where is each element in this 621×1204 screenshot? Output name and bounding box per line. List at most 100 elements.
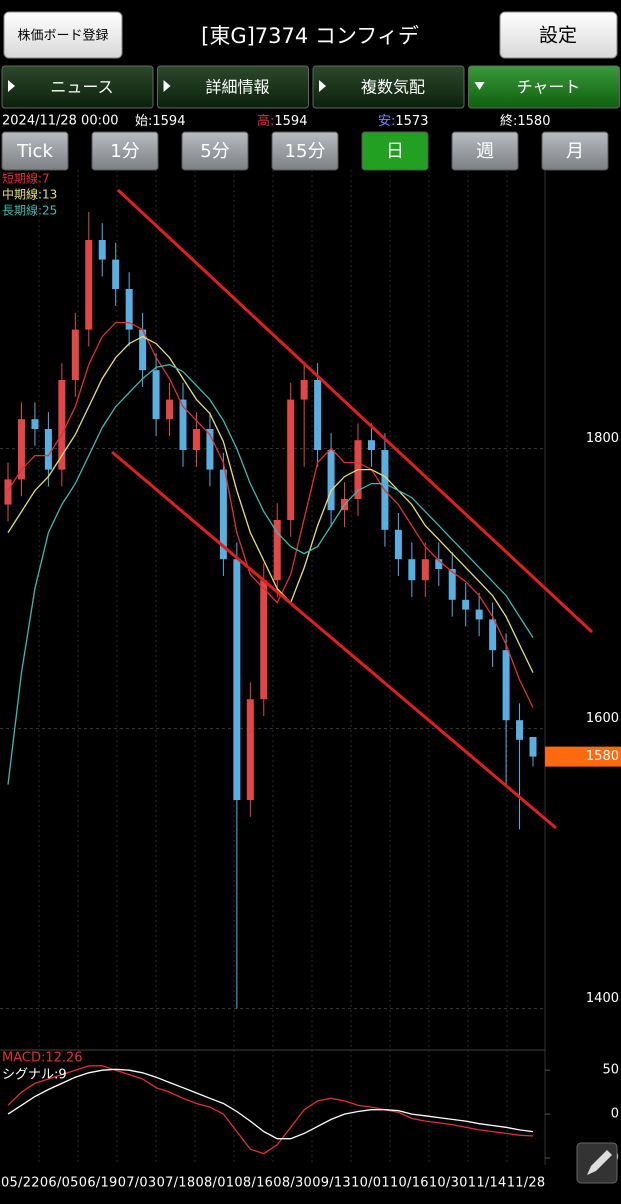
tab-arrow[interactable] xyxy=(163,80,171,92)
quote-open-value: 1594 xyxy=(152,114,185,129)
candle-body xyxy=(394,529,402,560)
period-label[interactable]: 1分 xyxy=(110,141,139,162)
quote-low-label: 安: xyxy=(378,114,395,129)
x-tick-label: 06/19 xyxy=(79,1176,118,1191)
period-label[interactable]: 5分 xyxy=(200,141,229,162)
candle-body xyxy=(206,429,214,470)
line-series xyxy=(7,335,534,673)
candle-body xyxy=(4,479,12,505)
y-tick-label: 0 xyxy=(611,1107,619,1122)
tab-label[interactable]: チャート xyxy=(517,78,581,97)
y-tick-label: 1400 xyxy=(586,991,619,1006)
tab[interactable] xyxy=(468,65,620,109)
candle-body xyxy=(44,429,52,470)
x-tick-label: 06/05 xyxy=(40,1176,79,1191)
y-tick-label: 50 xyxy=(602,1063,619,1078)
period-button[interactable] xyxy=(361,131,429,171)
period-label[interactable]: Tick xyxy=(16,141,53,162)
line-series xyxy=(7,363,534,785)
candle-body xyxy=(58,380,66,470)
x-tick-label: 08/01 xyxy=(196,1176,235,1191)
tab[interactable] xyxy=(312,65,465,109)
quote-close: 終:1580 xyxy=(500,113,550,129)
settings-button-label[interactable]: 設定 xyxy=(539,25,577,47)
tab-arrow[interactable] xyxy=(474,82,485,90)
pencil-icon[interactable] xyxy=(587,1150,612,1175)
board-button[interactable] xyxy=(3,11,123,59)
quote-low: 安:1573 xyxy=(378,114,428,129)
tab-label[interactable]: ニュース xyxy=(50,78,113,97)
candle-body xyxy=(31,419,39,429)
candle-body xyxy=(435,559,443,569)
y-tick-label: 1600 xyxy=(586,711,619,726)
period-label[interactable]: 週 xyxy=(476,141,494,162)
candle-body xyxy=(260,580,268,700)
x-tick-label: 10/30 xyxy=(429,1176,468,1191)
candle-body xyxy=(421,559,429,581)
candle-body xyxy=(462,599,470,610)
quote-high: 高:1594 xyxy=(257,113,307,129)
price-tag xyxy=(545,746,621,767)
x-tick-label: 11/14 xyxy=(468,1176,507,1191)
x-tick-label: 08/30 xyxy=(273,1176,312,1191)
candle-body xyxy=(475,609,483,620)
period-button[interactable] xyxy=(451,131,519,171)
line-series xyxy=(7,1065,534,1155)
tab-label[interactable]: 複数気配 xyxy=(361,78,425,97)
period-button[interactable] xyxy=(181,131,249,171)
line-series xyxy=(7,1068,534,1140)
tab[interactable] xyxy=(1,65,154,109)
quote-datetime: 2024/11/28 00:00 xyxy=(2,114,119,129)
candle-body xyxy=(314,380,322,450)
candle-body xyxy=(125,289,133,330)
x-tick-label: 11/28 xyxy=(507,1176,546,1191)
quote-low-value: 1573 xyxy=(395,114,428,129)
candle-body xyxy=(448,569,456,600)
period-button[interactable] xyxy=(541,131,609,171)
tab-arrow[interactable] xyxy=(8,80,15,92)
quote-open-label: 始: xyxy=(135,114,152,129)
period-button[interactable] xyxy=(271,131,339,171)
candle-body xyxy=(112,259,120,289)
candle-body xyxy=(85,240,93,330)
candle-body xyxy=(489,619,497,651)
candle-body xyxy=(502,650,510,721)
board-button-label[interactable]: 株価ボード登録 xyxy=(17,29,108,44)
candle-body xyxy=(327,450,335,511)
price-tag-label: 1580 xyxy=(586,749,619,764)
candle-body xyxy=(408,559,416,581)
candle-body xyxy=(139,329,147,371)
x-tick-label: 05/22 xyxy=(1,1176,40,1191)
trend-line xyxy=(116,188,594,634)
period-label[interactable]: 15分 xyxy=(285,141,326,162)
legend-entry: 長期線:25 xyxy=(2,203,57,218)
candle-body xyxy=(192,429,200,450)
tab-arrow[interactable] xyxy=(319,80,326,92)
y-tick-label: 1800 xyxy=(586,431,619,446)
tab[interactable] xyxy=(157,65,309,109)
period-label[interactable]: 月 xyxy=(566,141,584,162)
x-tick-label: 09/13 xyxy=(312,1176,351,1191)
candle-body xyxy=(516,720,524,740)
period-button[interactable] xyxy=(1,131,69,171)
settings-button[interactable] xyxy=(499,11,618,59)
tab-label[interactable]: 詳細情報 xyxy=(205,78,269,97)
candle-body xyxy=(166,399,174,420)
legend-entry: MACD:12.26 xyxy=(2,1051,83,1066)
candle-body xyxy=(287,399,295,520)
candle-body xyxy=(246,699,254,800)
period-label[interactable]: 日 xyxy=(386,141,404,162)
quote-close-label: 終: xyxy=(500,113,517,129)
candle-body xyxy=(300,380,308,400)
quote-high-label: 高: xyxy=(257,113,274,129)
quote-high-value: 1594 xyxy=(274,114,307,129)
candle-body xyxy=(233,559,241,800)
candle-body xyxy=(152,370,160,420)
x-tick-label: 08/16 xyxy=(234,1176,273,1191)
candle-body xyxy=(273,520,281,581)
candle-body xyxy=(17,419,25,480)
candle-body xyxy=(71,329,79,380)
period-button[interactable] xyxy=(91,131,159,171)
trend-line xyxy=(111,450,557,830)
